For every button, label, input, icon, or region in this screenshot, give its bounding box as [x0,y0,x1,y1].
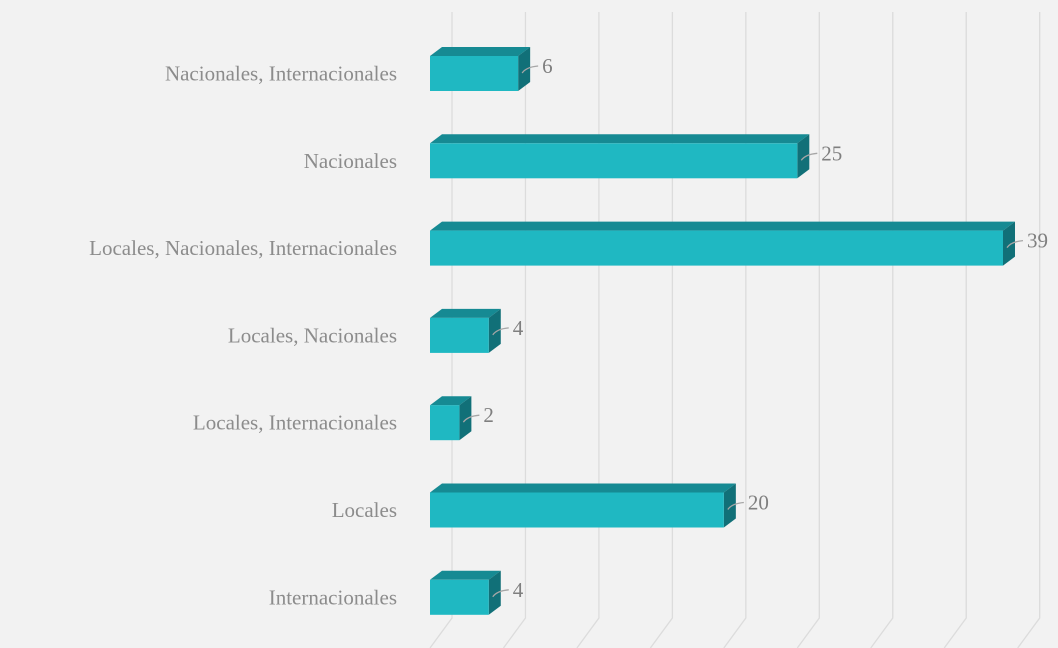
data-label: 25 [821,141,842,165]
bar [430,221,1015,266]
category-label: Locales [332,498,397,522]
bar-front-face [430,56,519,91]
category-label: Internacionales [269,585,397,609]
bar-front-face [430,405,460,441]
grid-line [723,12,747,648]
grid-line [870,12,894,648]
bar [430,308,501,353]
bar [430,134,810,179]
data-label: 6 [542,54,553,78]
bar-top-face [430,221,1015,231]
data-label: 2 [483,403,494,427]
bar-top-face [430,134,810,144]
data-label-leader [727,501,744,510]
data-label-leader [1006,239,1024,248]
bar-front-face [430,230,1003,266]
grid-line [796,12,820,648]
data-label: 20 [748,491,769,515]
bar [430,47,531,91]
bar-front-face [430,143,798,179]
category-label: Nacionales, Internacionales [165,62,397,86]
data-label-leader [492,589,509,598]
bar [430,396,472,441]
bar-side-face [488,308,501,353]
bar-top-face [430,483,736,493]
data-label-leader [462,414,480,423]
bar [430,483,736,528]
bar-front-face [430,317,489,353]
bar-front-face [430,579,489,615]
grid-line [429,12,453,648]
data-label: 4 [513,316,524,340]
bar-side-face [797,134,810,179]
grid-line [1017,12,1041,648]
bar [430,570,501,615]
data-label: 4 [513,578,524,602]
bar-side-face [518,47,531,91]
bars [430,47,1015,615]
data-labels: 6 25 39 4 2 20 4 [462,54,1048,602]
bar-side-face [723,483,736,528]
category-labels: Nacionales, Internacionales Nacionales Loc… [89,62,397,610]
data-label: 39 [1027,229,1048,253]
bar-top-face [430,308,501,318]
grid-line [943,12,967,648]
category-label: Nacionales [304,149,397,173]
bar-top-face [430,396,472,406]
grid-lines [429,12,1041,648]
data-label-leader [521,65,539,74]
bar-top-face [430,47,531,56]
bar-top-face [430,570,501,580]
category-label: Locales, Nacionales, Internacionales [89,236,397,260]
bar-side-face [488,570,501,615]
grid-line [576,12,600,648]
category-label: Locales, Internacionales [193,411,397,435]
category-label: Locales, Nacionales [228,323,397,347]
grid-line [502,12,527,648]
grid-line [649,12,674,648]
bar-side-face [459,396,472,441]
bar-side-face [1003,221,1015,266]
data-label-leader [492,327,509,336]
bar-front-face [430,492,724,528]
data-label-leader [800,152,818,161]
